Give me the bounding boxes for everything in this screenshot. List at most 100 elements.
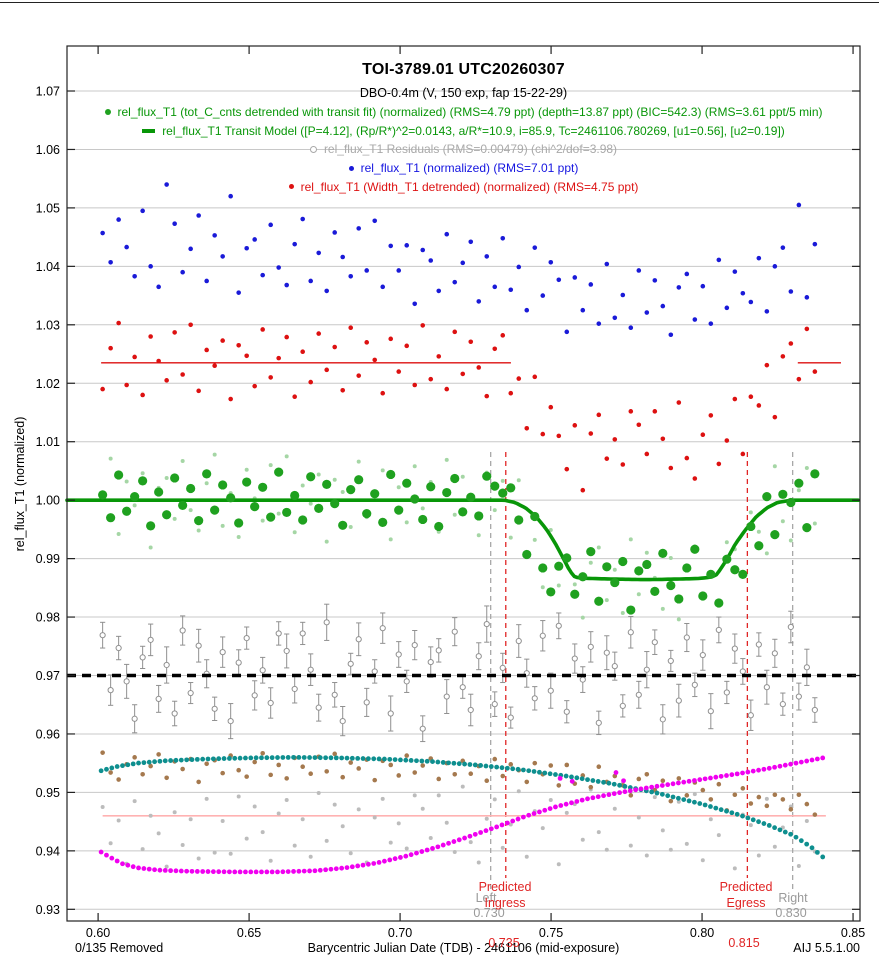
data-point: [492, 508, 497, 513]
data-point: [124, 479, 129, 484]
trend-dot: [510, 766, 516, 772]
trend-dot: [697, 801, 703, 806]
trend-dot: [724, 808, 729, 814]
data-point: [436, 288, 442, 294]
trend-dot: [419, 758, 425, 764]
trend-dot: [387, 857, 393, 863]
trend-dot: [659, 783, 665, 788]
data-point: [220, 254, 225, 259]
trend-dot: [611, 791, 617, 797]
data-point: [260, 272, 265, 278]
data-point: [644, 550, 649, 555]
residual-point: [459, 684, 466, 691]
trend-dot: [120, 861, 125, 867]
data-point: [332, 751, 338, 757]
data-point: [628, 793, 634, 798]
legend-label: rel_flux_T1 Transit Model ([P=4.12], (Rp…: [162, 123, 785, 138]
y-tick-label: 1.00: [36, 494, 60, 508]
data-point: [148, 334, 153, 339]
data-point: [180, 458, 185, 463]
trend-dot: [194, 869, 200, 874]
trend-dot: [788, 831, 794, 837]
trend-dot: [440, 842, 446, 848]
y-tick-label: 0.96: [36, 727, 60, 741]
predicted-ingress-value: 0.735: [488, 936, 520, 950]
data-point: [732, 792, 738, 798]
data-point: [796, 202, 802, 208]
data-point: [316, 472, 321, 477]
data-point: [556, 277, 562, 283]
data-point: [700, 283, 706, 289]
data-point: [546, 587, 556, 597]
trend-dot: [317, 755, 323, 761]
data-point: [516, 264, 522, 270]
data-point: [308, 379, 313, 385]
trend-dot: [766, 823, 772, 828]
residual-point: [435, 647, 442, 654]
trend-dot: [697, 777, 703, 783]
trend-dot: [414, 758, 419, 764]
data-point: [636, 268, 642, 273]
trend-dot: [515, 816, 521, 822]
trend-dot: [216, 869, 222, 875]
data-point: [332, 477, 337, 482]
data-point: [676, 799, 681, 804]
data-point: [644, 771, 650, 777]
trend-dot: [162, 758, 168, 764]
data-point: [444, 820, 449, 825]
data-point: [764, 796, 769, 801]
data-point: [780, 519, 785, 524]
data-point: [628, 325, 634, 331]
trend-dot: [494, 824, 500, 830]
data-point: [812, 241, 818, 247]
residual-point: [115, 644, 122, 652]
data-point: [508, 822, 513, 827]
data-point: [116, 818, 121, 823]
data-point: [804, 466, 809, 471]
data-point: [548, 404, 554, 410]
data-point: [268, 858, 273, 863]
trend-dot: [205, 756, 211, 762]
data-point: [212, 452, 217, 457]
y-tick-label: 1.07: [36, 85, 60, 99]
data-point: [292, 530, 297, 535]
trend-dot: [130, 864, 136, 870]
data-point: [180, 766, 185, 772]
data-point: [204, 761, 209, 767]
data-point: [108, 770, 113, 775]
trend-dot: [141, 866, 147, 871]
data-point: [228, 396, 233, 402]
trend-dot-outlier: [613, 770, 619, 775]
data-point: [500, 478, 505, 483]
data-point: [586, 546, 596, 557]
trend-dot: [264, 869, 270, 875]
trend-dot: [542, 770, 548, 776]
data-point: [260, 327, 265, 332]
trend-dot: [820, 755, 826, 761]
left-marker-label: Left: [475, 891, 497, 905]
data-point: [522, 549, 532, 560]
data-point: [764, 803, 770, 809]
data-point: [340, 774, 346, 780]
trend-dot: [574, 775, 580, 781]
trend-dot: [718, 773, 724, 779]
data-point: [530, 511, 540, 522]
trend-dot: [670, 794, 676, 800]
data-point: [346, 485, 356, 495]
residual-point: [555, 622, 562, 629]
trend-dot: [638, 786, 644, 792]
x-tick-label: 0.60: [86, 926, 110, 940]
data-point: [340, 824, 345, 829]
data-point: [284, 454, 289, 459]
data-point: [436, 776, 442, 782]
data-point: [676, 776, 682, 781]
trend-dot: [772, 825, 777, 831]
data-point: [538, 563, 548, 573]
data-point: [650, 586, 660, 596]
data-point: [692, 476, 698, 481]
trend-dot: [317, 867, 323, 873]
data-point: [764, 551, 769, 556]
residual-point: [619, 702, 626, 710]
panel-top-border: [0, 2, 879, 3]
data-point: [738, 569, 748, 579]
